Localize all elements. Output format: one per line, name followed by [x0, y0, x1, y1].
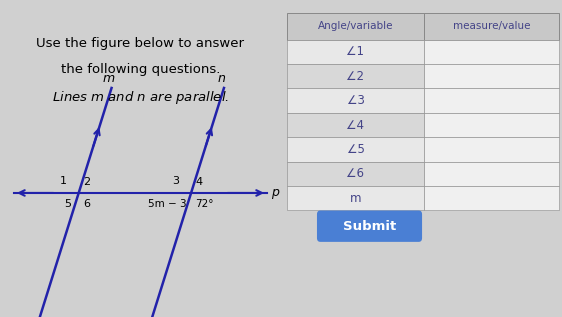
- Text: 4: 4: [196, 178, 203, 187]
- FancyBboxPatch shape: [317, 210, 422, 242]
- Text: Use the figure below to answer: Use the figure below to answer: [37, 37, 244, 50]
- Text: 5m − 3: 5m − 3: [148, 199, 187, 210]
- FancyBboxPatch shape: [287, 137, 424, 162]
- Text: ∠2: ∠2: [346, 70, 365, 83]
- FancyBboxPatch shape: [424, 137, 559, 162]
- Text: 2: 2: [83, 178, 90, 187]
- Text: ∠1: ∠1: [346, 45, 365, 58]
- Text: p: p: [271, 186, 279, 199]
- FancyBboxPatch shape: [424, 40, 559, 64]
- Text: ∠3: ∠3: [347, 94, 364, 107]
- Text: ∠6: ∠6: [346, 167, 365, 180]
- FancyBboxPatch shape: [424, 162, 559, 186]
- FancyBboxPatch shape: [287, 40, 424, 64]
- FancyBboxPatch shape: [424, 186, 559, 210]
- FancyBboxPatch shape: [287, 88, 424, 113]
- Text: m: m: [103, 72, 115, 85]
- FancyBboxPatch shape: [287, 186, 424, 210]
- Text: 5: 5: [65, 199, 71, 210]
- Text: 1: 1: [60, 177, 67, 186]
- FancyBboxPatch shape: [424, 13, 559, 40]
- Text: Lines $m$ and $n$ are parallel.: Lines $m$ and $n$ are parallel.: [52, 89, 229, 106]
- Text: Submit: Submit: [343, 220, 396, 233]
- Text: Angle/variable: Angle/variable: [318, 21, 393, 31]
- Text: 72°: 72°: [196, 199, 214, 210]
- Text: ∠4: ∠4: [346, 119, 365, 132]
- Text: 6: 6: [83, 199, 90, 210]
- Text: the following questions.: the following questions.: [61, 63, 220, 76]
- FancyBboxPatch shape: [287, 113, 424, 137]
- Text: measure/value: measure/value: [453, 21, 531, 31]
- FancyBboxPatch shape: [287, 162, 424, 186]
- Text: 3: 3: [173, 177, 179, 186]
- FancyBboxPatch shape: [287, 64, 424, 88]
- FancyBboxPatch shape: [287, 13, 424, 40]
- FancyBboxPatch shape: [424, 113, 559, 137]
- FancyBboxPatch shape: [424, 64, 559, 88]
- Text: m: m: [350, 192, 361, 205]
- Text: n: n: [217, 72, 225, 85]
- FancyBboxPatch shape: [424, 88, 559, 113]
- Text: ∠5: ∠5: [347, 143, 364, 156]
